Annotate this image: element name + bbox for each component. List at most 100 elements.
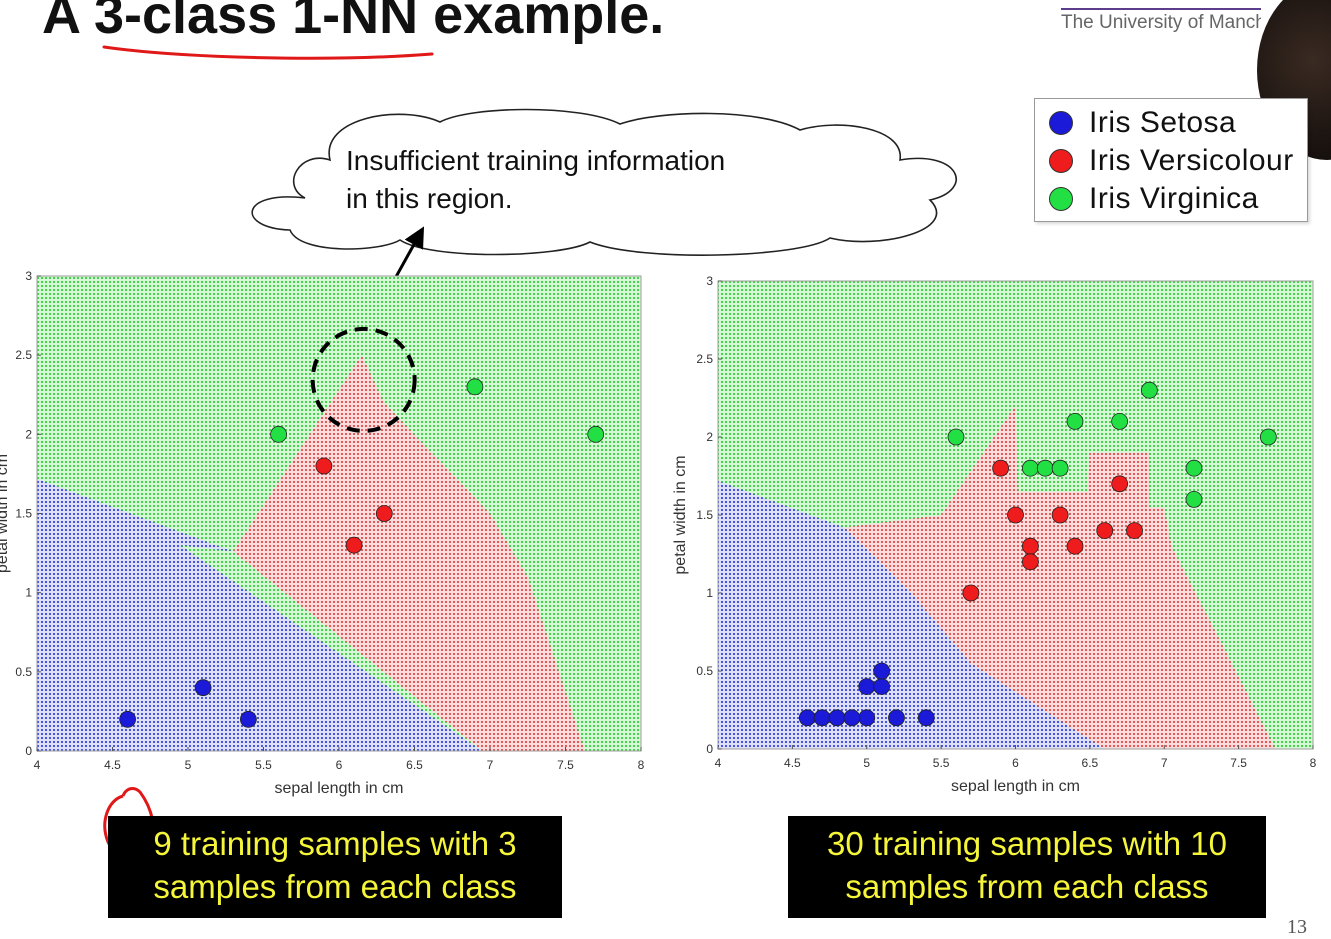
region-setosa: [718, 480, 1105, 749]
caption-left-line-1: 9 training samples with 3: [153, 825, 517, 862]
legend-dot-virginica: [1049, 187, 1073, 211]
point-virginica: [270, 425, 288, 443]
y-tick-label: 1: [706, 586, 713, 600]
region-setosa: [37, 478, 483, 751]
y-tick-label: 2.5: [696, 352, 713, 366]
legend-dot-setosa: [1049, 111, 1073, 135]
caption-left: 9 training samples with 3 samples from e…: [108, 816, 562, 918]
y-tick-label: 3: [706, 274, 713, 288]
point-virginica: [587, 425, 605, 443]
point-virginica: [1259, 428, 1277, 446]
callout-line-2: in this region.: [346, 183, 513, 214]
x-tick-label: 5.5: [933, 756, 950, 770]
y-tick-label: 0.5: [15, 665, 32, 679]
x-tick-label: 6: [1012, 756, 1019, 770]
legend-label-setosa: Iris Setosa: [1089, 106, 1237, 139]
point-setosa: [239, 710, 257, 728]
region-versicolour: [844, 405, 1276, 749]
point-setosa: [843, 709, 861, 727]
point-setosa: [873, 662, 891, 680]
x-tick-label: 6: [336, 758, 343, 772]
x-tick-label: 4.5: [104, 758, 121, 772]
x-tick-label: 8: [638, 758, 645, 772]
x-tick-label: 5: [863, 756, 870, 770]
point-setosa: [917, 709, 935, 727]
point-virginica: [466, 378, 484, 396]
point-setosa: [119, 710, 136, 728]
point-setosa: [813, 709, 831, 727]
x-tick-label: 4: [715, 756, 722, 770]
y-tick-label: 1.5: [15, 507, 32, 521]
caption-right: 30 training samples with 10 samples from…: [788, 816, 1266, 918]
x-tick-label: 6.5: [406, 758, 423, 772]
y-tick-label: 2: [25, 427, 32, 441]
x-tick-label: 5: [185, 758, 192, 772]
point-virginica: [1021, 459, 1039, 477]
point-versicolour: [1021, 553, 1039, 571]
y-tick-label: 2.5: [15, 348, 32, 362]
point-versicolour: [1096, 522, 1114, 539]
x-tick-label: 5.5: [255, 758, 272, 772]
point-versicolour: [1111, 475, 1129, 493]
x-axis-label: sepal length in cm: [951, 778, 1080, 795]
point-versicolour: [345, 536, 363, 554]
legend-item-virginica: Iris Virginica: [1049, 181, 1259, 217]
y-tick-label: 1: [25, 586, 32, 600]
chart-left: 4 4.5 5 5.5 6 6.5 7 7.5 8 0 0.5 1 1.5 2 2.5 3 sepal leng…: [0, 269, 645, 797]
point-setosa: [873, 678, 891, 695]
y-tick-label: 2: [706, 430, 713, 444]
x-tick-label: 4: [34, 758, 41, 772]
point-setosa: [798, 709, 816, 727]
point-versicolour: [315, 457, 333, 475]
point-setosa: [858, 678, 876, 695]
x-tick-label: 7: [487, 758, 494, 772]
page-number: 13: [1287, 916, 1307, 938]
point-virginica: [1111, 412, 1129, 430]
point-virginica: [947, 428, 965, 446]
x-axis-label: sepal length in cm: [275, 780, 404, 797]
point-setosa: [858, 709, 876, 727]
x-tick-label: 8: [1310, 756, 1317, 770]
callout-line-1: Insufficient training information: [346, 145, 725, 176]
point-versicolour: [1126, 522, 1143, 539]
y-tick-label: 0: [706, 742, 713, 756]
point-versicolour: [375, 505, 393, 522]
point-virginica: [1185, 459, 1203, 477]
point-virginica: [1066, 412, 1084, 430]
point-versicolour: [1066, 537, 1084, 555]
chart-right: 4 4.5 5 5.5 6 6.5 7 7.5 8 0 0.5 1 1.5 2 2.5 3 sepal leng…: [672, 274, 1317, 795]
legend-item-setosa: Iris Setosa: [1049, 105, 1236, 141]
point-setosa: [828, 709, 846, 727]
university-logo-text: The University of Manchester: [1061, 8, 1261, 40]
point-virginica: [1051, 459, 1069, 477]
y-axis-label: petal width in cm: [672, 455, 689, 574]
point-virginica: [1036, 459, 1054, 477]
title-underline-annotation: [102, 45, 434, 60]
caption-right-line-2: samples from each class: [845, 868, 1209, 905]
legend: Iris Setosa Iris Versicolour Iris Virgin…: [1034, 98, 1308, 222]
caption-right-line-1: 30 training samples with 10: [827, 825, 1227, 862]
y-tick-label: 1.5: [696, 508, 713, 522]
point-versicolour: [1021, 537, 1039, 555]
point-setosa: [194, 679, 212, 697]
caption-left-line-2: samples from each class: [153, 868, 517, 905]
y-axis-label: petal width in cm: [0, 454, 11, 573]
x-tick-label: 7: [1161, 756, 1168, 770]
region-versicolour: [233, 355, 586, 751]
legend-label-virginica: Iris Virginica: [1089, 182, 1259, 215]
legend-dot-versicolour: [1049, 149, 1073, 173]
y-tick-label: 3: [25, 269, 32, 283]
point-virginica: [1185, 490, 1203, 508]
y-tick-label: 0: [25, 744, 32, 758]
dashed-circle-annotation: [310, 326, 417, 433]
slide-title: A 3-class 1-NN example.: [42, 0, 665, 45]
point-setosa: [888, 709, 905, 727]
point-versicolour: [1051, 506, 1069, 524]
callout-cloud: Insufficient training information in thi…: [251, 108, 957, 256]
y-tick-label: 0.5: [696, 664, 713, 678]
x-tick-label: 7.5: [557, 758, 574, 772]
x-tick-label: 4.5: [784, 756, 801, 770]
point-virginica: [1140, 381, 1158, 399]
point-versicolour: [962, 584, 980, 602]
